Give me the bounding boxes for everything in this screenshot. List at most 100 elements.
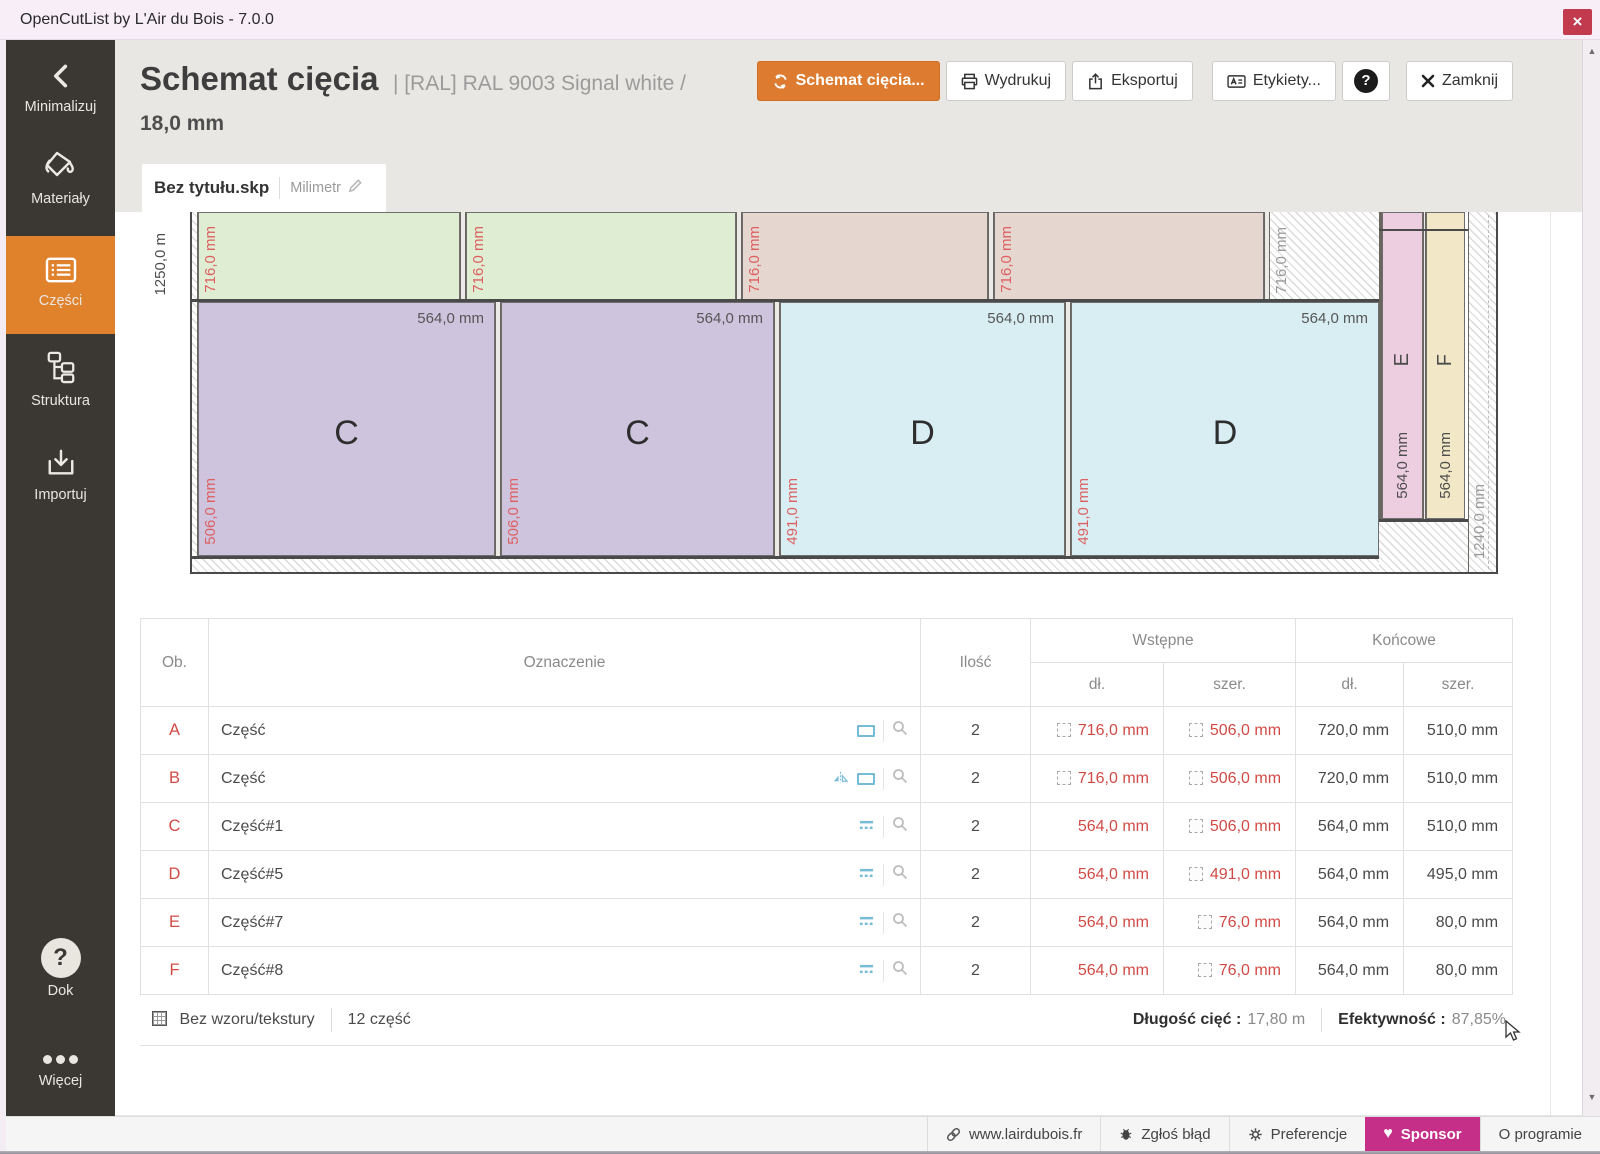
magnifier-icon[interactable]: [892, 720, 908, 741]
magnifier-icon[interactable]: [892, 960, 908, 981]
part-letter: C: [140, 802, 209, 851]
part-name: Część#5: [221, 865, 284, 883]
oversize-icon: [1197, 962, 1212, 977]
sidebar-item-czesci[interactable]: Części: [6, 236, 115, 334]
sidebar-item-importuj[interactable]: Importuj: [6, 448, 115, 503]
file-tab[interactable]: Bez tytułu.skp Milimetr: [142, 164, 386, 212]
labels-icon: [1227, 74, 1246, 88]
col-header-final-length: dł.: [1295, 662, 1405, 707]
texture-info: Bez wzoru/tekstury: [152, 1010, 315, 1029]
heart-icon: ♥: [1383, 1125, 1393, 1142]
sheet-left-trim: [192, 212, 198, 572]
diagram-panel-a1[interactable]: 716,0 mm: [198, 212, 460, 300]
part-name: Część: [221, 721, 266, 739]
vertical-scrollbar[interactable]: ▲ ▼: [1582, 40, 1600, 1116]
oversize-icon: [1188, 722, 1203, 737]
cutting-diagram-button[interactable]: Schemat cięcia...: [756, 61, 940, 101]
window-close-button[interactable]: ×: [1563, 9, 1592, 35]
edge-banding-icon: [858, 914, 875, 932]
col-header-ob: Ob.: [140, 618, 209, 707]
material-thickness: 18,0 mm: [140, 112, 225, 135]
col-header-rough-width: szer.: [1162, 662, 1297, 707]
diagram-panel-c1[interactable]: 564,0 mm C 506,0 mm: [198, 302, 495, 556]
part-letter: A: [140, 706, 209, 755]
edge-banding-icon: [858, 962, 875, 980]
close-panel-button[interactable]: Zamknij: [1405, 61, 1513, 101]
cut-length: Długość cięć :17,80 m: [1132, 1010, 1306, 1028]
part-letter: B: [140, 754, 209, 803]
scroll-up-icon[interactable]: ▲: [1587, 46, 1597, 56]
oversize-icon: [1188, 770, 1203, 785]
main-area: Schemat cięcia | [RAL] RAL 9003 Signal w…: [115, 40, 1582, 1116]
diagram-panel-f[interactable]: F 564,0 mm: [1426, 212, 1465, 519]
summary-bar: Bez wzoru/tekstury 12 część Długość cięć…: [140, 994, 1512, 1046]
diagram-panel-c2[interactable]: 564,0 mm C 506,0 mm: [501, 302, 774, 556]
diagram-panel-b2[interactable]: 716,0 mm: [994, 212, 1264, 300]
statusbar-about[interactable]: O programie: [1479, 1117, 1600, 1151]
part-letter: D: [140, 850, 209, 899]
part-name: Część: [221, 769, 266, 787]
export-button[interactable]: Eksportuj: [1072, 61, 1193, 101]
oversize-icon: [1056, 722, 1071, 737]
mouse-cursor: [1505, 1019, 1525, 1047]
table-row-e[interactable]: E Część#7 2 564,0 mm 76,0 mm 564,0 mm 80…: [140, 898, 1514, 947]
paint-bucket-icon: [43, 151, 79, 186]
link-icon: [946, 1127, 961, 1141]
diagram-offcut-top: 716,0 mm: [1270, 212, 1379, 300]
pencil-icon[interactable]: [348, 178, 363, 198]
part-name: Część#7: [221, 913, 284, 931]
help-icon: ?: [1353, 69, 1378, 93]
diagram-panel-e[interactable]: E 564,0 mm: [1382, 212, 1423, 519]
ellipsis-icon: [41, 1052, 80, 1068]
statusbar-report-bug[interactable]: Zgłoś błąd: [1100, 1117, 1228, 1151]
window-titlebar: OpenCutList by L'Air du Bois - 7.0.0: [0, 0, 1600, 40]
cutlist-icon: [44, 257, 78, 288]
refresh-icon: [773, 73, 787, 89]
table-row-f[interactable]: F Część#8 2 564,0 mm 76,0 mm 564,0 mm 80…: [140, 946, 1514, 995]
window-title: OpenCutList by L'Air du Bois - 7.0.0: [20, 11, 274, 28]
efficiency: Efektywność :87,85%: [1338, 1010, 1506, 1028]
table-row-b[interactable]: B Część 2 716,0 mm 506,0 mm 720,0 mm: [140, 754, 1514, 803]
statusbar-link[interactable]: www.lairdubois.fr: [926, 1117, 1100, 1151]
magnifier-icon[interactable]: [892, 864, 908, 885]
magnifier-icon[interactable]: [892, 816, 908, 837]
magnifier-icon[interactable]: [892, 912, 908, 933]
tree-icon: [45, 351, 77, 388]
diagram-offcut-right: 1240,0 mm: [1468, 212, 1496, 572]
sidebar-item-materialy[interactable]: Materiały: [6, 150, 115, 207]
sidebar-item-wiecej[interactable]: Więcej: [6, 1052, 115, 1089]
table-row-a[interactable]: A Część 2 716,0 mm 506,0 mm 720,0 mm 510…: [140, 706, 1514, 755]
scroll-down-icon[interactable]: ▼: [1587, 1092, 1597, 1102]
sidebar-item-struktura[interactable]: Struktura: [6, 350, 115, 409]
sponsor-button[interactable]: ♥ Sponsor: [1365, 1117, 1480, 1151]
labels-button[interactable]: Etykiety...: [1211, 61, 1336, 101]
magnifier-icon[interactable]: [892, 768, 908, 789]
oversize-icon: [1197, 914, 1212, 929]
bug-icon: [1120, 1128, 1132, 1140]
diagram-panel-d2[interactable]: 564,0 mm D 491,0 mm: [1071, 302, 1379, 556]
col-header-final: Końcowe: [1295, 618, 1514, 663]
statusbar-preferences[interactable]: Preferencje: [1228, 1117, 1366, 1151]
help-button[interactable]: ?: [1341, 61, 1390, 101]
diagram-panel-d1[interactable]: 564,0 mm D 491,0 mm: [780, 302, 1065, 556]
edge-banding-icon: [858, 818, 875, 836]
table-row-d[interactable]: D Część#5 2 564,0 mm 491,0 mm 564,0 mm 4…: [140, 850, 1514, 899]
print-button[interactable]: Wydrukuj: [945, 61, 1067, 101]
sidebar: Minimalizuj Materiały Części Struktura I…: [6, 40, 115, 1125]
col-header-rough: Wstępne: [1029, 618, 1297, 663]
part-letter: F: [140, 946, 209, 995]
mirror-icon: [832, 770, 849, 788]
texture-icon: [152, 1010, 167, 1026]
edge-banding-icon: [858, 866, 875, 884]
page-title-text: Schemat cięcia: [140, 60, 379, 97]
diagram-panel-b1[interactable]: 716,0 mm: [742, 212, 988, 300]
question-circle-icon: ?: [40, 938, 81, 978]
cutting-diagram[interactable]: 716,0 mm 716,0 mm 716,0 mm 716,0 mm 716,…: [190, 212, 1498, 574]
col-header-rough-length: dł.: [1030, 662, 1164, 707]
diagram-panel-a2[interactable]: 716,0 mm: [466, 212, 736, 300]
sidebar-item-dok[interactable]: ? Dok: [6, 938, 115, 999]
sidebar-item-minimalizuj[interactable]: Minimalizuj: [6, 62, 115, 115]
table-row-c[interactable]: C Część#1 2 564,0 mm 506,0 mm 564,0 mm 5…: [140, 802, 1514, 851]
panel-part-icon: [857, 772, 875, 785]
